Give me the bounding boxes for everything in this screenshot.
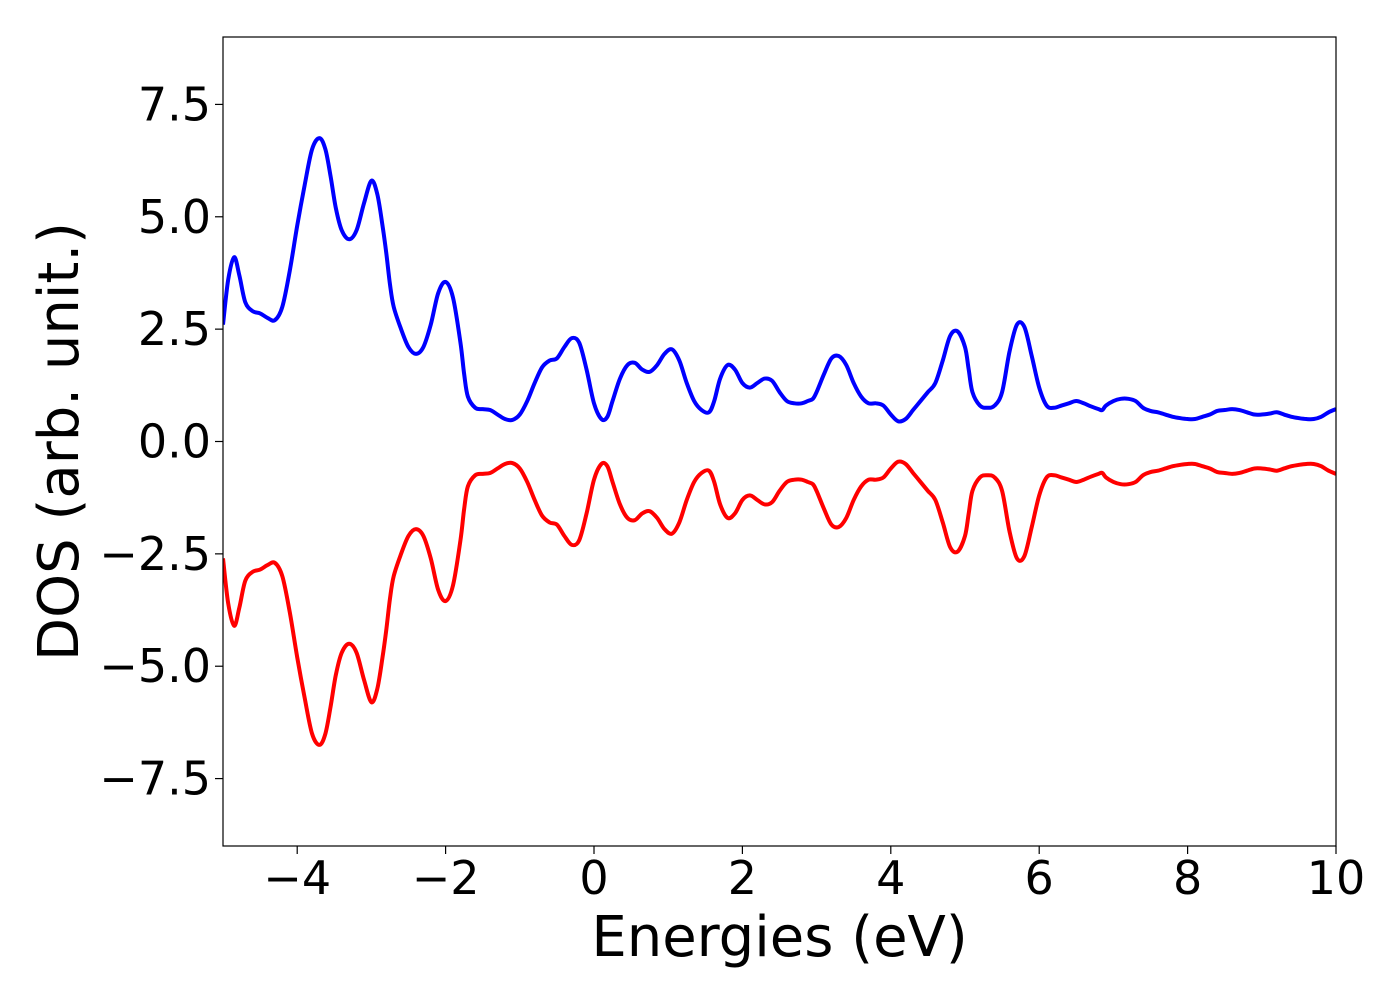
y-tick-label: 7.5	[138, 77, 211, 131]
x-tick-label: 0	[579, 851, 608, 905]
y-axis-label: DOS (arb. unit.)	[27, 222, 92, 661]
y-tick-label: −7.5	[99, 752, 211, 806]
x-axis-ticks: −4 −2 0 2 4 6 8 10	[263, 846, 1365, 905]
x-axis-label: Energies (eV)	[591, 905, 967, 970]
y-tick-label: 5.0	[138, 190, 211, 244]
x-tick-label: 10	[1307, 851, 1366, 905]
x-tick-label: 2	[728, 851, 757, 905]
x-tick-label: 6	[1025, 851, 1054, 905]
x-tick-label: −2	[412, 851, 480, 905]
y-tick-label: −5.0	[99, 639, 211, 693]
dos-series-line-0	[223, 136, 1336, 424]
x-tick-label: 8	[1173, 851, 1202, 905]
dos-series-line-1	[223, 459, 1336, 747]
series-layer	[223, 136, 1336, 747]
plot-frame	[222, 36, 1337, 847]
x-tick-label: −4	[263, 851, 331, 905]
y-tick-label: −2.5	[99, 527, 211, 581]
x-tick-label: 4	[876, 851, 905, 905]
y-axis-ticks: −7.5 −5.0 −2.5 0.0 2.5 5.0 7.5	[99, 77, 223, 806]
y-tick-label: 2.5	[138, 302, 211, 356]
y-tick-label: 0.0	[138, 415, 211, 469]
